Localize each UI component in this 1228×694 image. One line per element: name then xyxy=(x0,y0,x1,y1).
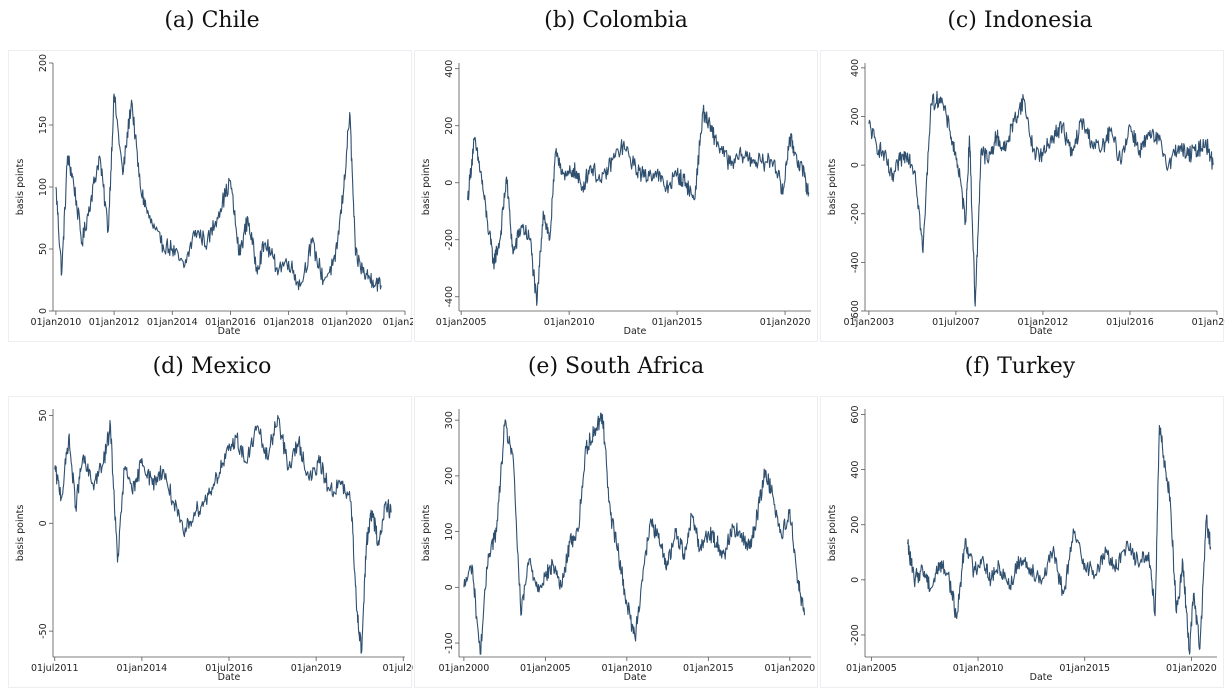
series-line xyxy=(868,90,1214,307)
y-tick-label: 50 xyxy=(38,243,49,255)
x-tick-label: 01jan2015 xyxy=(1059,663,1110,674)
y-axis-title: basis points xyxy=(15,505,26,562)
y-tick-label: 400 xyxy=(444,60,455,78)
x-tick-label: 01jan2014 xyxy=(147,317,198,328)
y-tick-label: -400 xyxy=(850,252,861,274)
x-tick-label: 01jan2005 xyxy=(846,663,897,674)
y-axis-title: basis points xyxy=(827,159,838,216)
chart-indonesia: -600 -400 -200 0 200 400 01jan2003 01jul2007 01j… xyxy=(827,59,1225,337)
x-tick-label: 01jul2016 xyxy=(205,663,253,674)
x-tick-label: 01jan2010 xyxy=(601,663,652,674)
y-tick-label: 200 xyxy=(444,467,455,485)
chart-panel-indonesia: -600 -400 -200 0 200 400 01jan2003 01jul2007 01j… xyxy=(820,50,1225,342)
y-tick-label: 200 xyxy=(850,107,861,125)
y-tick-label: -200 xyxy=(850,203,861,225)
x-axis-title: Date xyxy=(218,672,241,683)
y-tick-label: 200 xyxy=(444,117,455,135)
chart-panel-mexico: -50 0 50 01jul2011 01jan2014 01jul2016 01jan20… xyxy=(8,396,413,688)
y-tick-label: 0 xyxy=(850,577,861,583)
x-tick-label: 01jan2021 xyxy=(1192,317,1225,328)
x-tick-label: 01jan202 xyxy=(383,317,413,328)
series-line xyxy=(467,104,810,306)
x-tick-label: 01jan2018 xyxy=(263,317,314,328)
x-tick-label: 01jan2016 xyxy=(205,317,256,328)
x-tick-label: 01jan2015 xyxy=(683,663,734,674)
y-tick-label: 0 xyxy=(444,584,455,590)
y-tick-label: 0 xyxy=(38,308,49,314)
y-tick-label: 0 xyxy=(850,162,861,168)
caption-mexico: (d) Mexico xyxy=(152,354,272,379)
x-tick-label: 01jul2007 xyxy=(932,317,980,328)
y-tick-label: 200 xyxy=(38,54,49,72)
chart-panel-south-africa: -100 0 100 200 300 01jan2000 01jan2005 01jan201… xyxy=(414,396,818,688)
x-tick-label: 01jan2005 xyxy=(520,663,571,674)
y-tick-label: 400 xyxy=(850,59,861,77)
series-line xyxy=(54,414,392,654)
chart-panel-chile: 0 50 100 150 200 01jan2010 01jan2012 01jan2014 0… xyxy=(8,50,413,342)
x-tick-label: 01jan2010 xyxy=(544,317,595,328)
y-tick-label: 100 xyxy=(444,523,455,541)
x-axis-title: Date xyxy=(1030,672,1053,683)
x-tick-label: 01jul2011 xyxy=(31,663,79,674)
y-tick-label: 0 xyxy=(444,180,455,186)
series-line xyxy=(463,412,806,655)
y-tick-label: 50 xyxy=(38,409,49,421)
chart-colombia: -400 -200 0 200 400 01jan2005 01jan2010 01jan20… xyxy=(421,60,811,337)
x-tick-label: 01jan2015 xyxy=(652,317,703,328)
x-tick-label: 01jan2005 xyxy=(436,317,487,328)
chart-chile: 0 50 100 150 200 01jan2010 01jan2012 01jan2014 0… xyxy=(15,54,413,337)
x-tick-label: 01jan2010 xyxy=(31,317,82,328)
x-axis-title: Date xyxy=(218,326,241,337)
x-tick-label: 01jan2020 xyxy=(1166,663,1217,674)
y-tick-label: 600 xyxy=(850,405,861,423)
caption-chile: (a) Chile xyxy=(164,8,260,33)
caption-south-africa: (e) South Africa xyxy=(527,354,705,379)
caption-indonesia: (c) Indonesia xyxy=(947,8,1093,33)
chart-south-africa: -100 0 100 200 300 01jan2000 01jan2005 01jan201… xyxy=(421,409,815,683)
x-tick-label: 01jan2020 xyxy=(760,317,811,328)
y-tick-label: 100 xyxy=(38,178,49,196)
y-tick-label: 300 xyxy=(444,411,455,429)
y-tick-label: -400 xyxy=(444,286,455,308)
x-axis-title: Date xyxy=(624,326,647,337)
y-axis-title: basis points xyxy=(421,159,432,216)
x-tick-label: 01jan2019 xyxy=(291,663,342,674)
caption-colombia: (b) Colombia xyxy=(544,8,688,33)
x-tick-label: 01jan2012 xyxy=(89,317,140,328)
series-line xyxy=(55,93,382,292)
y-tick-label: -50 xyxy=(38,623,49,639)
chart-panel-turkey: -200 0 200 400 600 01jan2005 01jan2010 01jan201… xyxy=(820,396,1224,688)
x-tick-label: 01jul202 xyxy=(382,663,413,674)
y-tick-label: -200 xyxy=(850,624,861,646)
x-tick-label: 01jan2014 xyxy=(116,663,167,674)
y-tick-label: -100 xyxy=(444,632,455,654)
x-tick-label: 01jan2020 xyxy=(321,317,372,328)
x-tick-label: 01jan2003 xyxy=(843,317,894,328)
x-axis-title: Date xyxy=(1030,326,1053,337)
x-tick-label: 01jan2000 xyxy=(439,663,490,674)
y-tick-label: 200 xyxy=(850,516,861,534)
y-axis-title: basis points xyxy=(15,159,26,216)
y-tick-label: 400 xyxy=(850,461,861,479)
y-axis-title: basis points xyxy=(827,505,838,562)
x-tick-label: 01jul2016 xyxy=(1106,317,1154,328)
chart-turkey: -200 0 200 400 600 01jan2005 01jan2010 01jan201… xyxy=(827,405,1217,683)
y-tick-label: 0 xyxy=(38,520,49,526)
chart-mexico: -50 0 50 01jul2011 01jan2014 01jul2016 01jan20… xyxy=(15,409,413,683)
chart-panel-colombia: -400 -200 0 200 400 01jan2005 01jan2010 01jan20… xyxy=(414,50,818,342)
y-tick-label: -600 xyxy=(850,300,861,322)
x-tick-label: 01jan2010 xyxy=(953,663,1004,674)
caption-turkey: (f) Turkey xyxy=(964,354,1076,379)
series-line xyxy=(907,424,1212,655)
y-tick-label: -200 xyxy=(444,229,455,251)
x-tick-label: 01jan2020 xyxy=(764,663,815,674)
y-tick-label: 150 xyxy=(38,116,49,134)
x-tick-label: 01jan2012 xyxy=(1018,317,1069,328)
y-axis-title: basis points xyxy=(421,505,432,562)
x-axis-title: Date xyxy=(624,672,647,683)
